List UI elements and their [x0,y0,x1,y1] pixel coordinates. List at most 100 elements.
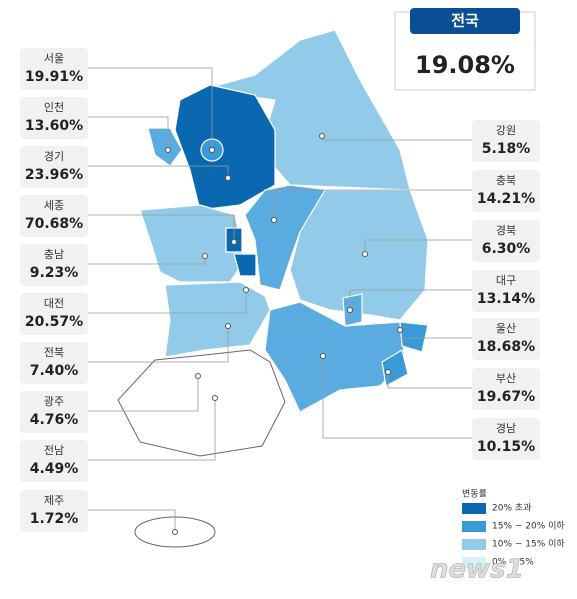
legend-swatch [462,521,486,532]
region-dot [385,369,391,375]
region-dot [165,147,171,153]
label-box [20,440,88,482]
label-box [472,418,540,460]
region-dot [225,323,231,329]
watermark: news1 [430,555,524,585]
region-dot [212,395,218,401]
leader-line [88,398,216,461]
region-value: 5.18% [482,141,531,157]
national-tab [410,8,520,34]
label-box [20,48,88,90]
legend-label: 20% 초과 [492,503,531,514]
leader-line [88,116,169,150]
leader-line [88,509,176,532]
region-value: 14.21% [477,191,535,207]
region-name: 대전 [44,297,64,310]
legend-swatch [462,539,486,550]
region-name: 서울 [44,52,64,65]
region-name: 전북 [44,346,64,359]
leader-line [322,356,472,439]
label-box [472,368,540,410]
region-value: 19.91% [25,69,83,85]
label-box [472,220,540,262]
labels: 서울 19.91% 인천 13.60% 경기 23.96% 세종 70.68% 충남 9.23% 대… [20,48,540,535]
region-name: 제주 [44,494,64,507]
region-value: 13.14% [477,291,535,307]
region-dot [231,239,237,245]
label-box [20,342,88,384]
legend-swatch [462,503,486,514]
label-box [472,120,540,162]
region-dot [319,133,325,139]
region-dot [271,217,277,223]
leader-line [349,289,472,310]
region-name: 충남 [44,248,64,261]
leader-line [364,239,472,254]
region-dot [320,353,326,359]
region-name: 충북 [496,174,516,187]
region-name: 인천 [44,100,64,114]
region-value: 20.57% [25,314,83,330]
region-name: 강원 [496,124,516,137]
region-name: 경북 [496,224,516,237]
region-value: 18.68% [477,339,535,355]
label-box [20,244,88,286]
leader-line [387,372,472,389]
region-value: 23.96% [25,167,83,183]
gyeongnam [264,301,406,413]
ulsan [399,321,429,353]
legend-label: 0% ~ 5% [492,558,534,568]
legend: 변동률 20% 초과 15% ~ 20% 이하 10% ~ 15% 이하 0% ~ 5… [462,489,565,568]
region-value: 1.72% [30,511,79,527]
leader-line [273,189,472,220]
chungbuk [244,184,331,291]
daejeon [233,253,257,277]
region-value: 6.30% [482,241,531,257]
label-box [20,195,88,237]
incheon [147,127,183,167]
region-dot [195,373,201,379]
leader-line [88,165,229,178]
region-value: 9.23% [30,265,79,281]
legend-swatch [462,557,486,568]
label-box [472,318,540,360]
national-value: 19.08% [415,51,515,79]
label-box [20,146,88,188]
leader-line [88,67,213,150]
region-value: 19.67% [477,389,535,405]
leader-line [88,214,235,242]
map [117,29,429,548]
region-name: 경기 [44,150,64,163]
region-name: 경남 [496,422,516,435]
leader-line [88,326,229,363]
label-box [20,391,88,433]
region-value: 70.68% [25,216,83,232]
label-box [472,270,540,312]
region-name: 전남 [44,444,64,457]
region-value: 4.76% [30,412,79,428]
label-box [20,97,88,139]
region-dot [397,327,403,333]
jeonnam [117,349,286,457]
region-name: 부산 [496,372,516,385]
legend-label: 10% ~ 15% 이하 [492,539,565,550]
region-value: 13.60% [25,118,83,134]
legend-title: 변동률 [462,489,487,500]
leader-line [88,290,247,314]
region-name: 세종 [44,199,64,212]
label-box [472,170,540,212]
busan [381,349,409,387]
region-dot [202,253,208,259]
region-name: 광주 [44,395,64,408]
region-value: 7.40% [30,363,79,379]
region-dot [225,175,231,181]
label-box [20,490,88,532]
label-box [20,293,88,335]
region-dot [362,251,368,257]
region-dot [243,287,249,293]
legend-items: 20% 초과 15% ~ 20% 이하 10% ~ 15% 이하 0% ~ 5% [462,503,565,568]
national-name: 전국 [451,12,479,30]
legend-label: 15% ~ 20% 이하 [492,521,565,532]
gyeonggi [174,84,276,211]
